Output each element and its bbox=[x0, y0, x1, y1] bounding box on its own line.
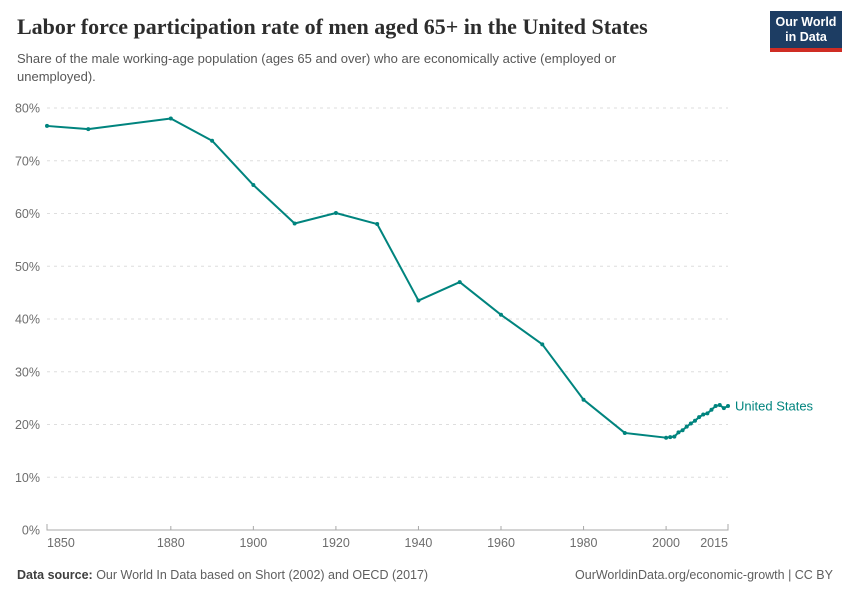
svg-text:1850: 1850 bbox=[47, 536, 75, 550]
svg-text:2000: 2000 bbox=[652, 536, 680, 550]
svg-text:60%: 60% bbox=[15, 207, 40, 221]
footer-source-label: Data source: bbox=[17, 568, 93, 582]
svg-text:40%: 40% bbox=[15, 313, 40, 327]
owid-logo-line2: in Data bbox=[785, 30, 827, 44]
svg-text:1900: 1900 bbox=[239, 536, 267, 550]
chart-title: Labor force participation rate of men ag… bbox=[17, 14, 648, 39]
svg-text:80%: 80% bbox=[15, 102, 40, 116]
svg-text:50%: 50% bbox=[15, 260, 40, 274]
svg-text:0%: 0% bbox=[22, 524, 40, 538]
svg-text:10%: 10% bbox=[15, 471, 40, 485]
svg-text:1940: 1940 bbox=[405, 536, 433, 550]
series-end-label: United States bbox=[735, 399, 814, 414]
svg-text:1920: 1920 bbox=[322, 536, 350, 550]
svg-text:1980: 1980 bbox=[570, 536, 598, 550]
svg-text:70%: 70% bbox=[15, 154, 40, 168]
chart-footer: Data source: Our World In Data based on … bbox=[17, 568, 833, 582]
footer-source: Data source: Our World In Data based on … bbox=[17, 568, 428, 582]
svg-text:1960: 1960 bbox=[487, 536, 515, 550]
chart-subtitle: Share of the male working-age population… bbox=[17, 51, 617, 84]
footer-attribution: OurWorldinData.org/economic-growth | CC … bbox=[575, 568, 833, 582]
svg-text:1880: 1880 bbox=[157, 536, 185, 550]
svg-text:20%: 20% bbox=[15, 418, 40, 432]
svg-text:2015: 2015 bbox=[700, 536, 728, 550]
footer-source-text: Our World In Data based on Short (2002) … bbox=[92, 568, 429, 582]
owid-logo: Our World in Data bbox=[770, 11, 842, 52]
svg-text:30%: 30% bbox=[15, 365, 40, 379]
owid-logo-line1: Our World bbox=[775, 15, 837, 29]
